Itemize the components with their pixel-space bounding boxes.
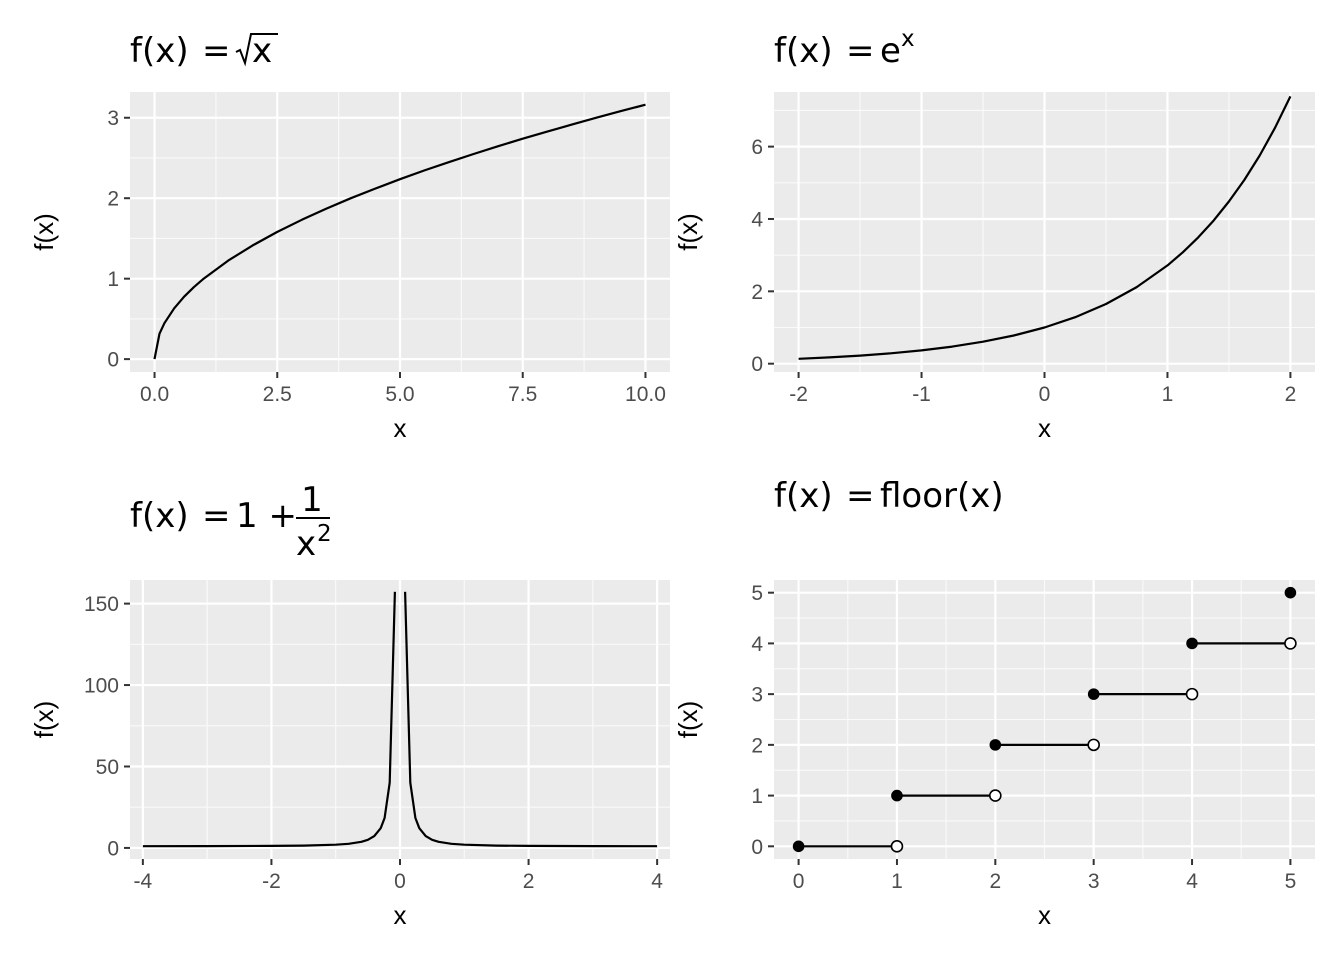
x-tick-label: 10.0 [625,383,666,406]
y-axis-title: f(x) [673,701,703,739]
chart-title-lhs: f(x) [774,476,833,516]
open-point [1185,687,1199,701]
closed-point [1087,688,1100,700]
y-tick-label: 0 [107,349,119,372]
y-tick-label: 50 [96,756,119,779]
series-line [798,95,1292,360]
y-tick-label: 0 [751,836,763,859]
x-tick-label: -4 [134,870,153,893]
chart-title-lhs: f(x) [130,31,189,71]
series-line [153,103,646,360]
y-axis-title: f(x) [29,701,59,739]
x-axis-title: x [1038,413,1051,443]
y-tick-label: 3 [107,107,119,130]
chart-title-rhs: e [880,31,901,71]
x-tick-label: 5.0 [385,383,414,406]
x-tick-label: 2 [1285,383,1297,406]
x-tick-label: 2.5 [263,383,292,406]
chart-title-equals: = [202,31,231,71]
open-point [890,840,904,853]
y-tick-label: 2 [751,734,763,757]
chart-panel-1: 0.0 2.5 5.0 7.5 10.0 0 1 2 3 x f(x) f(x) = x [29,31,670,443]
x-tick-label: 3 [1088,870,1100,893]
y-axis-title: f(x) [673,213,703,251]
y-tick-label: 100 [84,675,119,698]
chart-title-rhs: x [252,31,272,71]
chart-title-superscript: x [901,26,915,52]
y-tick-label: 3 [751,684,763,707]
closed-point [1284,586,1297,599]
x-tick-label: 1 [1162,383,1174,406]
open-point [1284,637,1297,650]
chart-panel-4: 0 1 2 3 4 5 0 1 2 3 4 5 x f(x) f(x) = floor(x) [673,476,1315,930]
x-axis-title: x [394,413,407,443]
y-tick-label: 1 [751,785,763,808]
chart-title-lhs: f(x) [774,31,833,71]
y-axis-title: f(x) [29,213,59,251]
chart-title: f(x) = x [130,31,278,71]
series-line-left [142,591,396,848]
x-tick-label: 0 [793,870,805,893]
chart-title: f(x) = e x [774,26,915,71]
y-tick-label: 150 [84,593,119,616]
open-point [989,789,1002,802]
y-tick-label: 0 [751,353,763,376]
closed-point [792,840,805,853]
chart-title-equals: = [846,476,875,516]
x-tick-label: 4 [1186,870,1198,893]
chart-title-rhs: 1 + [236,496,297,536]
x-tick-label: 2 [989,870,1001,893]
x-tick-label: 0 [1039,383,1051,406]
x-tick-label: 5 [1285,870,1297,893]
x-tick-label: 0.0 [140,383,169,406]
chart-title-numerator: 1 [301,480,323,520]
x-tick-label: 1 [891,870,903,893]
closed-point [989,739,1002,751]
y-tick-label: 2 [751,281,763,304]
y-tick-label: 5 [751,582,763,605]
y-tick-label: 4 [751,208,763,231]
chart-title: f(x) = floor(x) [774,476,1004,516]
x-tick-label: 2 [523,870,535,893]
chart-title-lhs: f(x) [130,496,189,536]
y-tick-label: 1 [107,268,119,291]
x-tick-label: 4 [651,870,663,893]
chart-title-rhs: floor(x) [880,476,1004,516]
chart-title-denominator-exp: 2 [317,521,332,547]
open-point [1087,738,1100,752]
x-tick-label: -2 [789,383,808,406]
x-tick-label: 0 [394,870,406,893]
x-axis-title: x [1038,900,1051,930]
y-tick-label: 0 [107,837,119,860]
x-tick-label: -2 [262,870,281,893]
x-axis-title: x [394,900,407,930]
y-tick-label: 6 [751,136,763,159]
series-line-right [404,591,658,848]
y-tick-label: 4 [751,633,763,656]
sqrt-radical-sign [235,33,278,67]
x-tick-label: -1 [912,383,931,406]
x-tick-label: 7.5 [508,383,537,406]
closed-point [1186,637,1198,650]
chart-title-denominator: x [296,524,316,564]
chart-title: f(x) = 1 +1x 2 [130,480,332,564]
closed-point [891,789,903,802]
chart-title-equals: = [202,496,231,536]
chart-title-equals: = [846,31,875,71]
y-tick-label: 2 [107,188,119,211]
